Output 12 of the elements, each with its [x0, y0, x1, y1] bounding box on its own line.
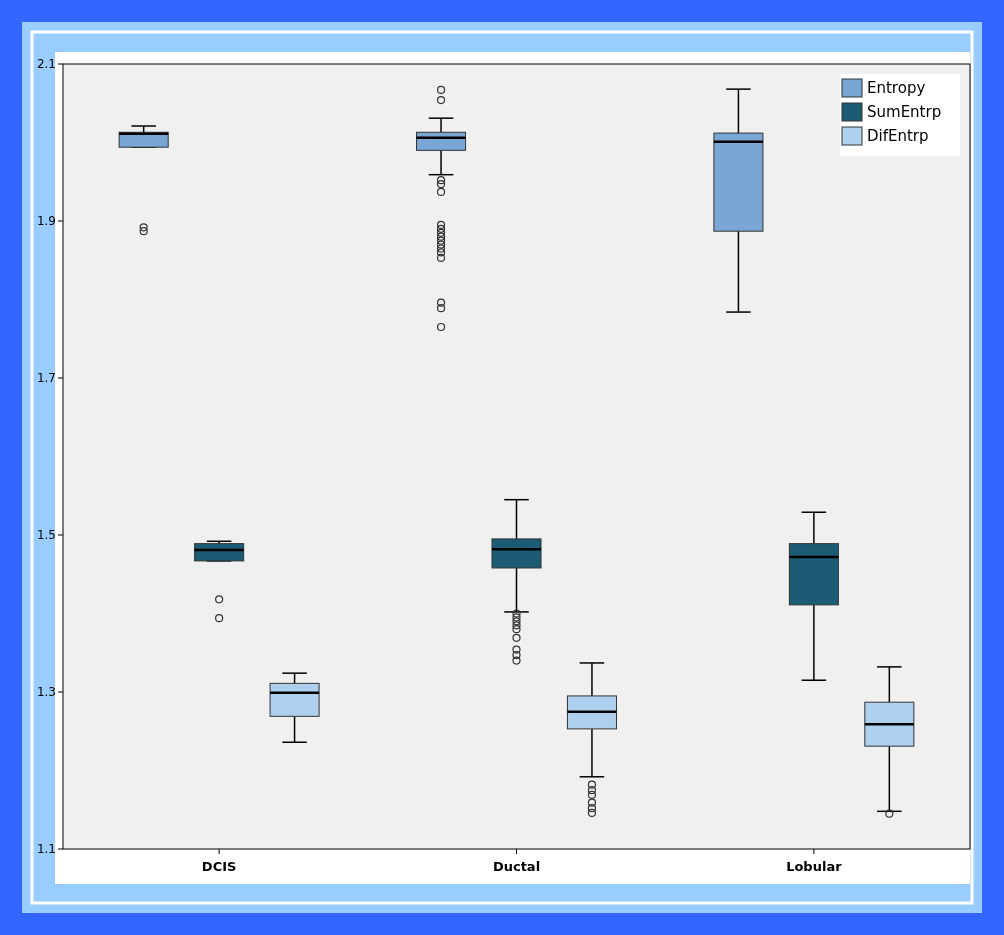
y-tick-label: 1.1 — [36, 842, 56, 857]
legend-label: SumEntrp — [867, 103, 942, 122]
y-tick-label: 1.9 — [36, 214, 56, 229]
y-tick-label: 2.1 — [36, 57, 56, 72]
legend-label: Entropy — [867, 79, 926, 98]
y-tick-label: 1.7 — [36, 371, 56, 386]
legend-label: DifEntrp — [867, 127, 929, 146]
y-tick-label: 1.5 — [36, 528, 56, 543]
y-tick-label: 1.3 — [36, 685, 56, 700]
x-tick-label: DCIS — [201, 859, 237, 874]
x-tick-label: Lobular — [786, 859, 843, 874]
x-tick-label: Ductal — [492, 859, 541, 874]
